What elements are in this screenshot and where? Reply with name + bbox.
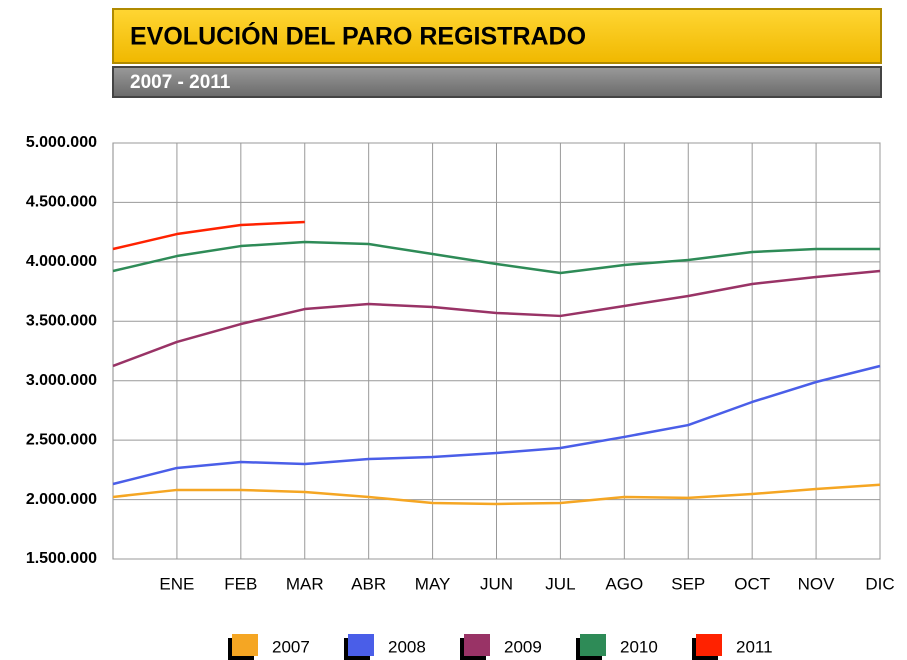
x-tick-label: OCT — [734, 574, 770, 593]
legend-swatch — [580, 634, 606, 656]
x-tick-label: ABR — [351, 574, 386, 593]
series-line — [112, 240, 880, 275]
x-tick-label: DIC — [865, 574, 894, 593]
legend-label: 2010 — [620, 637, 658, 656]
x-tick-label: SEP — [671, 574, 705, 593]
x-tick-label: NOV — [798, 574, 836, 593]
y-tick-label: 4.500.000 — [26, 194, 97, 211]
x-tick-label: FEB — [224, 574, 257, 593]
x-tick-label: MAR — [286, 574, 324, 593]
legend-label: 2008 — [388, 637, 426, 656]
legend-swatch — [464, 634, 490, 656]
series-line — [112, 220, 305, 251]
chart-subtitle: 2007 - 2011 — [130, 72, 231, 93]
y-tick-label: 3.500.000 — [26, 313, 97, 330]
subtitle-banner — [112, 66, 882, 98]
series-line — [112, 483, 881, 506]
x-tick-label: AGO — [605, 574, 643, 593]
y-tick-label: 2.500.000 — [26, 431, 97, 448]
x-tick-label: ENE — [159, 574, 194, 593]
x-tick-label: JUL — [545, 574, 575, 593]
y-tick-label: 3.000.000 — [26, 372, 97, 389]
title-banner — [112, 8, 882, 64]
y-tick-label: 5.000.000 — [26, 134, 97, 151]
legend-label: 2009 — [504, 637, 542, 656]
series-line — [112, 269, 881, 368]
series-line — [112, 364, 881, 486]
y-tick-label: 1.500.000 — [26, 550, 97, 567]
legend-label: 2007 — [272, 637, 310, 656]
legend-swatch — [232, 634, 258, 656]
y-tick-label: 2.000.000 — [26, 491, 97, 508]
x-tick-label: JUN — [480, 574, 513, 593]
legend-swatch — [348, 634, 374, 656]
legend-label: 2011 — [736, 637, 773, 656]
legend-swatch — [696, 634, 722, 656]
y-tick-label: 4.000.000 — [26, 253, 97, 270]
x-tick-label: MAY — [415, 574, 451, 593]
chart-title: EVOLUCIÓN DEL PARO REGISTRADO — [130, 21, 586, 51]
